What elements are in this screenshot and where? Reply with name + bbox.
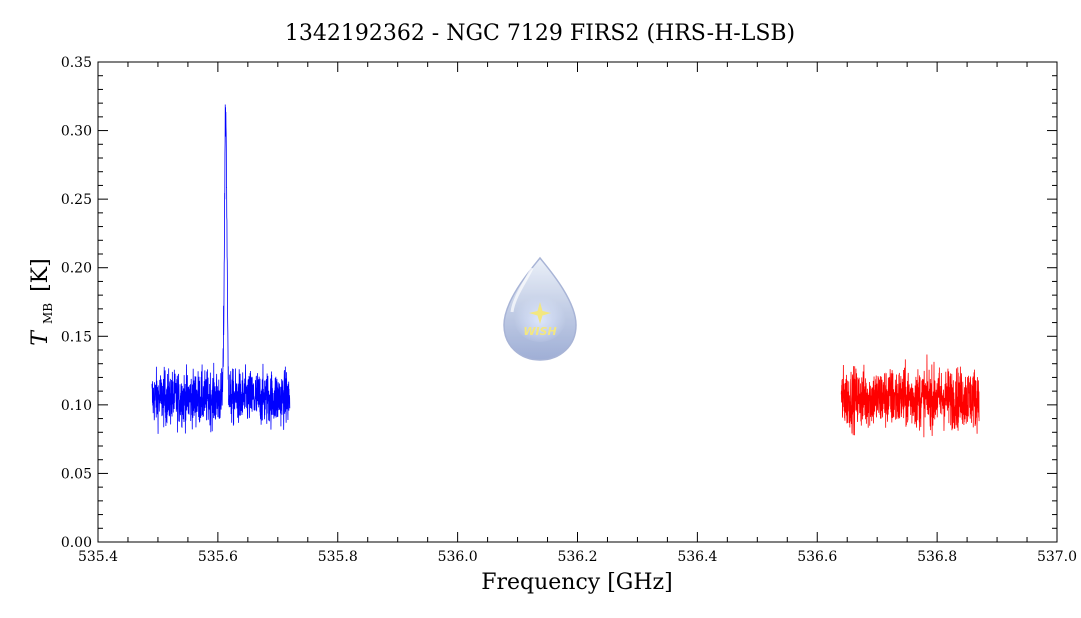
- y-axis-title-unit: [K]: [28, 258, 53, 292]
- spectrum-series-blue: [151, 104, 291, 434]
- y-axis-title-subscript: MB: [41, 303, 55, 324]
- y-tick-label: 0.30: [61, 124, 92, 140]
- logo-text: WISH: [523, 325, 556, 338]
- y-tick-label: 0.05: [61, 466, 92, 482]
- x-tick-label: 536.6: [797, 549, 837, 565]
- star-icon: [529, 302, 551, 324]
- y-tick-label: 0.35: [61, 55, 92, 71]
- x-tick-label: 536.2: [557, 549, 597, 565]
- chart-title: 1342192362 - NGC 7129 FIRS2 (HRS-H-LSB): [285, 21, 795, 46]
- svg-text:T MB [K]: T MB [K]: [28, 258, 58, 345]
- x-tick-label: 535.6: [198, 549, 238, 565]
- x-tick-label: 536.0: [438, 549, 478, 565]
- x-tick-label: 536.8: [917, 549, 957, 565]
- y-tick-label: 0.25: [61, 192, 92, 208]
- wish-logo: WISH: [503, 256, 577, 361]
- x-tick-label: 535.4: [78, 549, 118, 565]
- y-axis-title: T MB [K]: [28, 258, 58, 345]
- y-axis-title-symbol: T: [28, 329, 53, 346]
- x-tick-label: 536.4: [677, 549, 717, 565]
- y-tick-label: 0.15: [61, 329, 92, 345]
- x-tick-label: 535.8: [318, 549, 358, 565]
- plot-frame: [97, 61, 1058, 543]
- spectrum-series-red: [840, 354, 980, 438]
- plot-area: 535.4 535.6 535.8 536.0 536.2 536.4 536.6 536.8…: [61, 55, 1077, 565]
- y-tick-label: 0.10: [61, 398, 92, 414]
- y-tick-label: 0.20: [61, 261, 92, 277]
- y-tick-label: 0.00: [61, 535, 92, 551]
- x-tick-label: 537.0: [1037, 549, 1077, 565]
- x-axis-title: Frequency [GHz]: [481, 570, 673, 595]
